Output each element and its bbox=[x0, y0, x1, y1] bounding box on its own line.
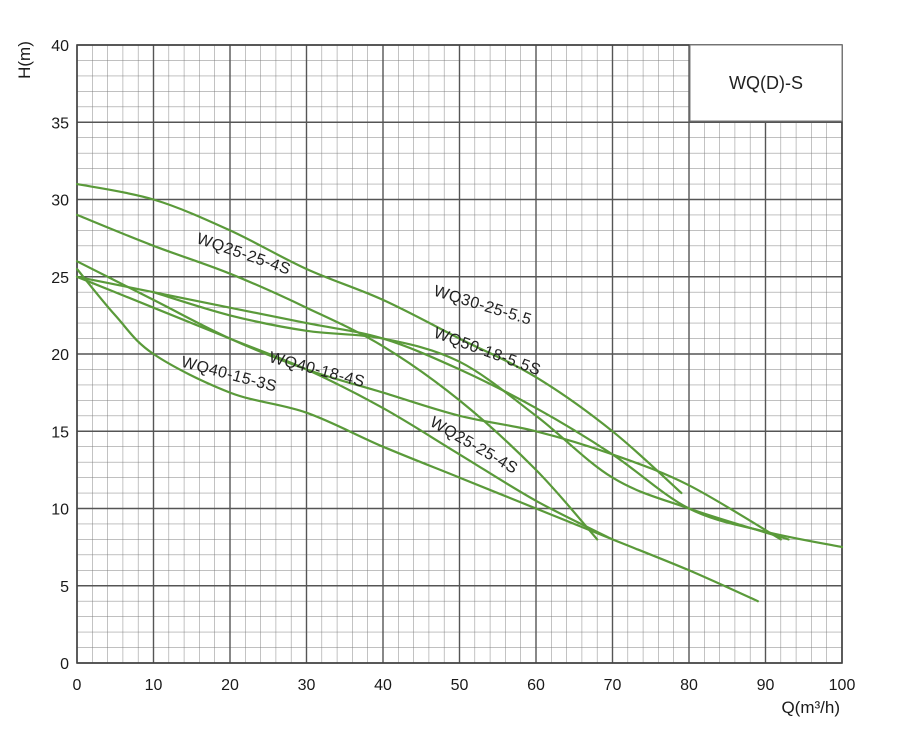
y-axis-tick-labels: 0 5 10 15 20 25 30 35 40 bbox=[51, 38, 69, 673]
series-line-2 bbox=[75, 183, 683, 495]
x-tick-label: 70 bbox=[604, 677, 622, 694]
y-axis-title: H(m) bbox=[15, 41, 34, 79]
y-tick-label: 15 bbox=[51, 424, 69, 441]
y-tick-label: 25 bbox=[51, 270, 69, 287]
x-tick-label: 30 bbox=[298, 677, 316, 694]
x-tick-label: 40 bbox=[374, 677, 392, 694]
legend-text: WQ(D)-S bbox=[729, 73, 803, 93]
y-tick-label: 0 bbox=[60, 656, 69, 673]
x-tick-label: 80 bbox=[680, 677, 698, 694]
series-line-4 bbox=[75, 260, 782, 541]
x-tick-label: 90 bbox=[757, 677, 775, 694]
y-tick-label: 10 bbox=[51, 502, 69, 519]
legend-box: WQ(D)-S bbox=[689, 44, 843, 122]
y-tick-label: 5 bbox=[60, 579, 69, 596]
x-axis-tick-labels: 0 10 20 30 40 50 60 70 80 90 100 bbox=[73, 677, 856, 694]
legend-box-background bbox=[689, 44, 843, 122]
series-lines bbox=[75, 183, 844, 603]
series-line-3 bbox=[75, 275, 844, 549]
series-line-5 bbox=[152, 291, 790, 541]
x-tick-label: 20 bbox=[221, 677, 239, 694]
series-line-6 bbox=[75, 267, 759, 603]
x-tick-label: 0 bbox=[73, 677, 82, 694]
x-tick-label: 100 bbox=[829, 677, 856, 694]
series-line-1 bbox=[75, 213, 599, 541]
x-tick-label: 10 bbox=[145, 677, 163, 694]
x-tick-label: 60 bbox=[527, 677, 545, 694]
y-tick-label: 35 bbox=[51, 115, 69, 132]
series-line-7 bbox=[75, 275, 614, 541]
y-tick-label: 20 bbox=[51, 347, 69, 364]
y-tick-label: 40 bbox=[51, 38, 69, 55]
y-tick-label: 30 bbox=[51, 193, 69, 210]
plot-border bbox=[76, 44, 843, 664]
x-axis-title: Q(m³/h) bbox=[781, 698, 840, 717]
x-tick-label: 50 bbox=[451, 677, 469, 694]
